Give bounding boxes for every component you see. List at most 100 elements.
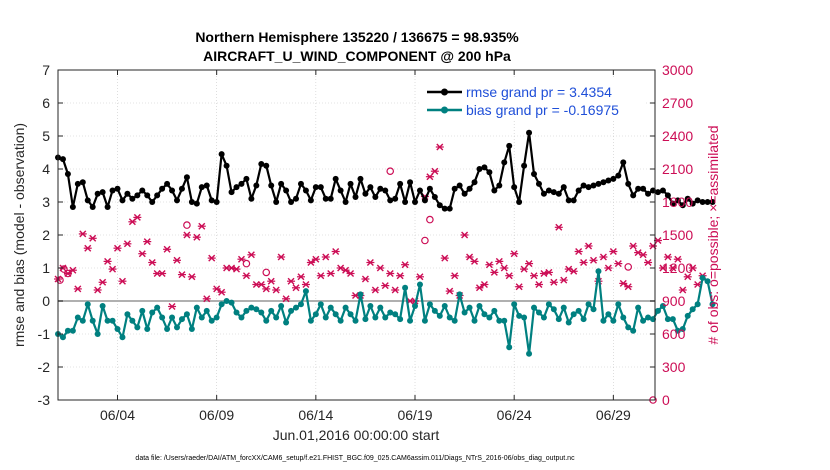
rmse-point [362,190,369,197]
bias-point [169,314,176,321]
bias-point [372,314,379,321]
assimilated-marker [88,234,97,242]
rmse-point [421,197,428,204]
rmse-point [679,202,686,209]
assimilated-marker [539,270,548,277]
bias-point [669,316,676,323]
rmse-point [238,180,245,187]
bias-point [193,304,200,311]
possible-marker [421,236,429,245]
bias-point [694,301,701,308]
rmse-point [669,200,676,207]
rmse-bias-series [55,129,716,357]
bias-point [253,306,260,313]
bias-point [79,317,86,324]
y-tick-label-right: 0 [662,392,670,408]
assimilated-marker [599,253,608,261]
assimilated-marker [148,259,157,266]
rmse-point [253,182,260,189]
rmse-point [302,187,309,194]
assimilated-marker [668,264,677,272]
bias-point [431,307,438,314]
assimilated-marker [371,286,380,294]
bias-point [531,304,538,311]
bias-point [392,311,399,318]
y-tick-label-left: 4 [42,161,50,177]
bias-point [600,317,607,324]
bias-point [377,304,384,311]
rmse-point [575,187,582,194]
rmse-point [387,197,394,204]
assimilated-marker [663,253,672,261]
bias-point [585,301,592,308]
rmse-point [223,162,230,169]
rmse-point [407,179,414,186]
assimilated-marker [331,248,340,255]
assimilated-marker [450,272,459,280]
bias-point [575,307,582,314]
y-tick-label-right: 2700 [662,95,693,111]
rmse-point [511,184,518,191]
rmse-point [540,190,547,197]
assimilated-marker [639,251,648,259]
rmse-point [193,200,200,207]
rmse-point [654,189,661,196]
bias-point [154,304,161,311]
rmse-point [501,159,508,166]
assimilated-marker [614,260,623,268]
possible-marker [426,215,434,224]
rmse-point [640,185,647,192]
y-tick-label-right: 2400 [662,128,693,144]
bias-point [312,311,319,318]
rmse-point [451,185,458,192]
bias-point [555,316,562,323]
bias-point [317,301,324,308]
rmse-point [550,189,557,196]
assimilated-marker [574,248,583,255]
assimilated-marker [678,286,687,294]
assimilated-marker [192,233,201,241]
rmse-point [248,195,255,202]
bias-point [436,312,443,319]
rmse-point [595,180,602,187]
bias-point [263,317,270,324]
possible-marker [242,259,251,268]
bias-point [149,309,156,316]
bias-point [615,301,622,308]
rmse-point [367,184,374,191]
bias-point [238,314,245,321]
y-tick-label-left: 3 [42,194,50,210]
bias-point [590,306,597,313]
assimilated-marker [163,245,172,253]
assimilated-marker [609,248,618,255]
bias-point [233,309,240,316]
rmse-point [397,180,404,187]
rmse-point [382,187,389,194]
rmse-point [154,192,161,199]
assimilated-marker [525,260,534,268]
rmse-point [139,187,146,194]
assimilated-marker [173,256,182,264]
bias-point [129,317,136,324]
assimilated-marker [688,264,697,272]
bias-point [293,304,300,311]
assimilated-marker [569,267,578,275]
possible-marker [64,269,72,278]
bias-point [630,327,637,334]
rmse-point [615,172,622,179]
bias-point [476,302,483,309]
bias-point [283,319,290,326]
assimilated-marker [435,143,444,151]
rmse-point [481,164,488,171]
legend-bias-label: bias grand pr = -0.16975 [466,102,619,118]
bias-point [342,304,349,311]
assimilated-marker [316,272,325,280]
rmse-point [159,185,166,192]
assimilated-marker [133,213,142,221]
rmse-point [426,185,433,192]
bias-point [139,307,146,314]
rmse-point [441,205,448,212]
rmse-point [228,189,235,196]
assimilated-marker [346,270,355,277]
bias-point [704,278,711,285]
